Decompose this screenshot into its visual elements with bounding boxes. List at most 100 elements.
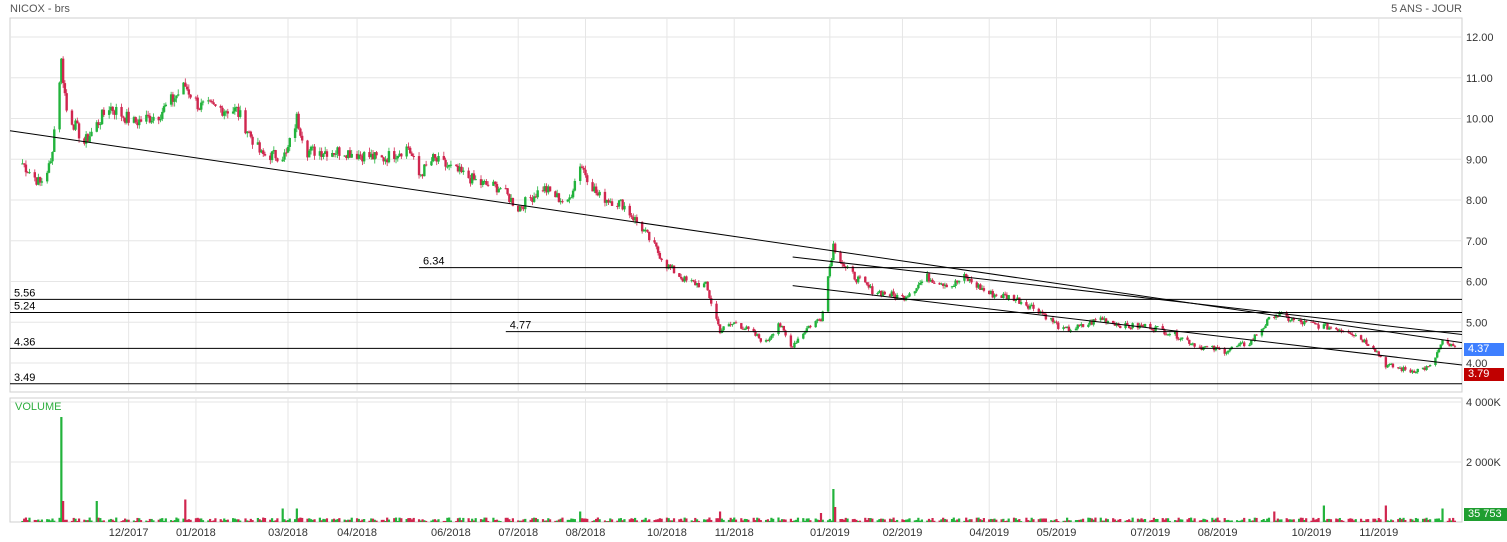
candle-body bbox=[826, 276, 830, 312]
candle-body bbox=[633, 217, 637, 221]
candle-body bbox=[419, 174, 423, 176]
volume-bar bbox=[363, 519, 366, 522]
volume-bar bbox=[1425, 517, 1428, 522]
x-tick-label: 07/2018 bbox=[498, 527, 538, 539]
volume-bar bbox=[1188, 518, 1191, 522]
level-label: 4.36 bbox=[14, 336, 35, 348]
volume-bar bbox=[846, 518, 849, 522]
x-tick-label: 01/2019 bbox=[810, 527, 850, 539]
volume-bar bbox=[1280, 519, 1283, 522]
volume-bar bbox=[543, 520, 546, 522]
volume-bar bbox=[690, 520, 693, 522]
volume-bar bbox=[481, 519, 484, 522]
candle-body bbox=[821, 311, 824, 322]
candle-body bbox=[357, 154, 361, 159]
volume-bar bbox=[249, 518, 252, 522]
volume-bar bbox=[993, 518, 996, 522]
candle-body bbox=[362, 152, 366, 162]
candle-body bbox=[844, 266, 847, 268]
candle-body bbox=[177, 94, 180, 96]
candle-body bbox=[1377, 351, 1380, 356]
volume-bar bbox=[97, 517, 100, 522]
candle-body bbox=[276, 158, 279, 162]
candle-body bbox=[809, 325, 812, 328]
candle-body bbox=[1012, 295, 1016, 301]
volume-tick-label: 4 000K bbox=[1466, 397, 1502, 409]
volume-bar bbox=[293, 519, 297, 522]
candle-body bbox=[1228, 348, 1232, 351]
volume-bar bbox=[419, 520, 422, 522]
candle-body bbox=[449, 164, 453, 166]
volume-bar bbox=[779, 520, 782, 522]
volume-bar bbox=[1126, 520, 1129, 522]
volume-bar bbox=[1305, 518, 1308, 522]
candle-body bbox=[173, 98, 176, 102]
volume-bar bbox=[648, 519, 651, 522]
volume-bar bbox=[593, 520, 596, 522]
level-label: 6.34 bbox=[423, 256, 444, 268]
volume-bar bbox=[120, 521, 123, 522]
level-label: 5.56 bbox=[14, 287, 35, 299]
volume-bar bbox=[556, 520, 559, 522]
candle-body bbox=[770, 335, 773, 339]
candle-body bbox=[136, 122, 139, 126]
volume-bar bbox=[226, 519, 229, 522]
candle-body bbox=[345, 155, 348, 159]
volume-bar bbox=[991, 519, 994, 522]
candle-body bbox=[621, 199, 624, 210]
candle-body bbox=[858, 276, 862, 278]
period-label[interactable]: 5 ANS - JOUR bbox=[1391, 3, 1462, 15]
candle-body bbox=[1094, 319, 1097, 321]
volume-bar bbox=[678, 519, 681, 522]
candle-body bbox=[162, 106, 166, 112]
volume-bar bbox=[1205, 519, 1209, 522]
candle-body bbox=[1191, 343, 1195, 345]
volume-bar bbox=[357, 518, 360, 522]
volume-bar bbox=[322, 518, 325, 522]
volume-bar bbox=[1113, 519, 1117, 522]
candle-body bbox=[497, 188, 500, 193]
volume-bar bbox=[122, 520, 125, 522]
candle-body bbox=[432, 154, 435, 162]
candle-body bbox=[221, 107, 224, 116]
volume-bar bbox=[347, 519, 350, 522]
volume-bar bbox=[435, 520, 438, 522]
candle-body bbox=[115, 106, 118, 115]
candle-body bbox=[323, 151, 327, 154]
volume-bar bbox=[258, 519, 261, 522]
volume-bar bbox=[21, 520, 24, 522]
candle-body bbox=[644, 229, 647, 231]
candle-body bbox=[53, 129, 56, 152]
candle-body bbox=[1028, 306, 1032, 309]
volume-bar bbox=[1103, 520, 1106, 522]
candle-body bbox=[355, 153, 359, 159]
volume-bar bbox=[644, 517, 647, 522]
candle-body bbox=[384, 159, 387, 162]
volume-bar bbox=[442, 520, 445, 522]
candle-body bbox=[309, 146, 313, 151]
candle-body bbox=[584, 169, 587, 176]
volume-bar bbox=[269, 519, 272, 522]
volume-bar bbox=[913, 520, 916, 522]
candle-body bbox=[1326, 323, 1329, 330]
volume-bar bbox=[784, 519, 787, 522]
volume-bar bbox=[393, 518, 396, 522]
candle-body bbox=[208, 100, 212, 102]
volume-bar bbox=[23, 518, 26, 522]
volume-bar bbox=[731, 519, 734, 522]
candle-body bbox=[1044, 314, 1048, 320]
candle-body bbox=[683, 276, 686, 282]
volume-bar bbox=[1198, 520, 1202, 522]
volume-bar bbox=[173, 520, 176, 522]
candle-body bbox=[1078, 324, 1081, 326]
candle-body bbox=[839, 252, 842, 263]
volume-bar bbox=[605, 521, 608, 522]
candle-body bbox=[805, 328, 809, 333]
volume-bar bbox=[547, 518, 550, 522]
volume-bar bbox=[656, 519, 660, 522]
candle-body bbox=[1273, 316, 1276, 318]
volume-bar bbox=[534, 517, 538, 522]
volume-bar bbox=[745, 519, 748, 522]
candle-body bbox=[1007, 295, 1010, 300]
candle-body bbox=[766, 340, 770, 342]
